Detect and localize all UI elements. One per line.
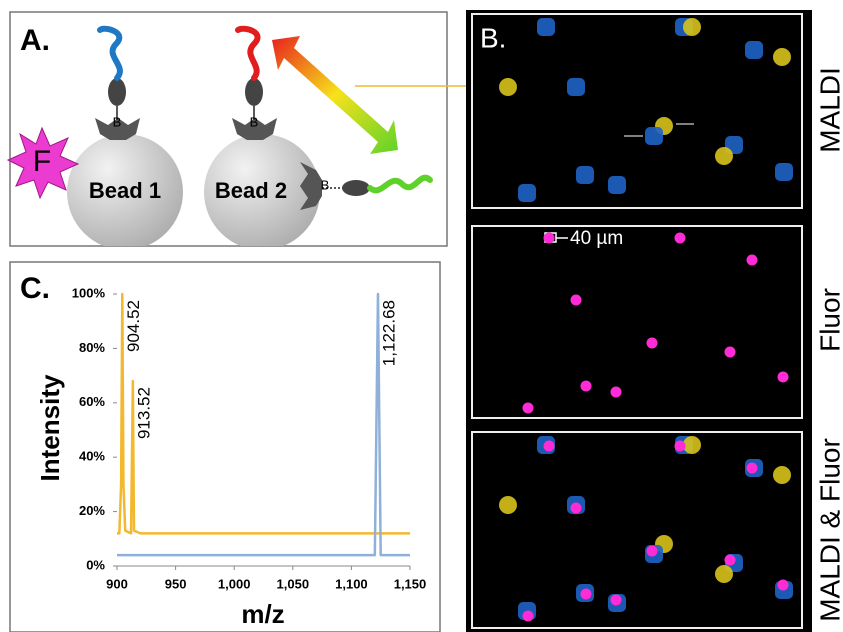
y-tick-label: 0% — [86, 557, 105, 572]
spot — [608, 176, 626, 194]
linker-label: B — [250, 114, 259, 129]
peptide — [235, 25, 261, 81]
panel-b: B. 40 µm MALDI Fluor MALDI & Fluor — [466, 10, 843, 632]
tag — [245, 78, 263, 106]
peak-label: 1,122.68 — [379, 300, 398, 366]
spot — [570, 294, 582, 306]
spot — [773, 466, 791, 484]
receptor — [95, 118, 140, 140]
spot — [724, 554, 736, 566]
panel-label: A. — [20, 24, 50, 57]
x-tick-label: 900 — [106, 576, 128, 591]
star-text: F — [33, 145, 51, 178]
spot — [746, 254, 758, 266]
bead-label: Bead 1 — [89, 178, 161, 203]
spot — [645, 127, 663, 145]
bead — [67, 134, 183, 246]
x-axis-title: m/z — [241, 599, 284, 629]
x-tick-label: 950 — [165, 576, 187, 591]
spot — [683, 18, 701, 36]
spot — [715, 147, 733, 165]
spot — [537, 18, 555, 36]
tag — [342, 180, 370, 196]
spot — [674, 440, 686, 452]
spot — [674, 232, 686, 244]
spot — [518, 184, 536, 202]
spot — [683, 436, 701, 454]
spot — [777, 579, 789, 591]
image-background — [466, 10, 812, 632]
spot — [775, 163, 793, 181]
spot — [543, 232, 555, 244]
spectrum-line — [117, 292, 410, 535]
x-tick-label: 1,000 — [218, 576, 251, 591]
x-tick-label: 1,100 — [335, 576, 368, 591]
peptide — [97, 25, 123, 81]
y-tick-label: 20% — [79, 503, 105, 518]
spot — [773, 48, 791, 66]
spot — [522, 610, 534, 622]
spectrum-line — [117, 292, 410, 557]
image-frame — [471, 431, 803, 629]
spot — [715, 565, 733, 583]
y-tick-label: 40% — [79, 449, 105, 464]
spot — [567, 78, 585, 96]
image-frame — [471, 225, 803, 419]
spot — [610, 594, 622, 606]
spot — [724, 346, 736, 358]
spot — [576, 166, 594, 184]
peak-label: 913.52 — [134, 387, 153, 439]
bead-label: Bead 2 — [215, 178, 287, 203]
row-label: MALDI — [814, 67, 843, 153]
row-label: Fluor — [814, 288, 843, 352]
panel-label: B. — [480, 22, 506, 53]
transfer-arrow — [272, 36, 398, 154]
panel-c-frame — [9, 261, 441, 632]
y-tick-label: 60% — [79, 394, 105, 409]
spot — [522, 402, 534, 414]
tag — [108, 78, 126, 106]
panel-label: C. — [20, 272, 50, 305]
receptor — [300, 162, 322, 210]
panel-c: C. Intensity m/z 0% 20% 40% 60% 80% 100% 900 95… — [9, 261, 441, 632]
spot — [745, 41, 763, 59]
fluor-star — [6, 126, 80, 200]
peptide — [367, 174, 433, 194]
x-tick-label: 1,050 — [277, 576, 310, 591]
peak-label: 904.52 — [124, 300, 143, 352]
spot — [580, 588, 592, 600]
panel-a: A. B B B F Bead 1 Bead 2 — [6, 11, 496, 247]
spot — [499, 496, 517, 514]
spot — [580, 380, 592, 392]
y-tick-label: 100% — [72, 285, 106, 300]
spot — [499, 78, 517, 96]
row-label: MALDI & Fluor — [814, 438, 843, 622]
spot — [646, 337, 658, 349]
spot — [746, 462, 758, 474]
y-axis-title: Intensity — [35, 374, 65, 481]
linker-label: B — [113, 114, 122, 129]
scale-text: 40 µm — [570, 228, 623, 249]
image-frame — [471, 13, 803, 209]
linker-label: B — [321, 177, 330, 192]
spot — [543, 440, 555, 452]
spot — [610, 386, 622, 398]
spot — [777, 371, 789, 383]
x-tick-label: 1,150 — [394, 576, 427, 591]
y-tick-label: 80% — [79, 340, 105, 355]
bead — [204, 134, 320, 246]
receptor — [232, 118, 277, 140]
spot — [646, 545, 658, 557]
spot — [570, 502, 582, 514]
